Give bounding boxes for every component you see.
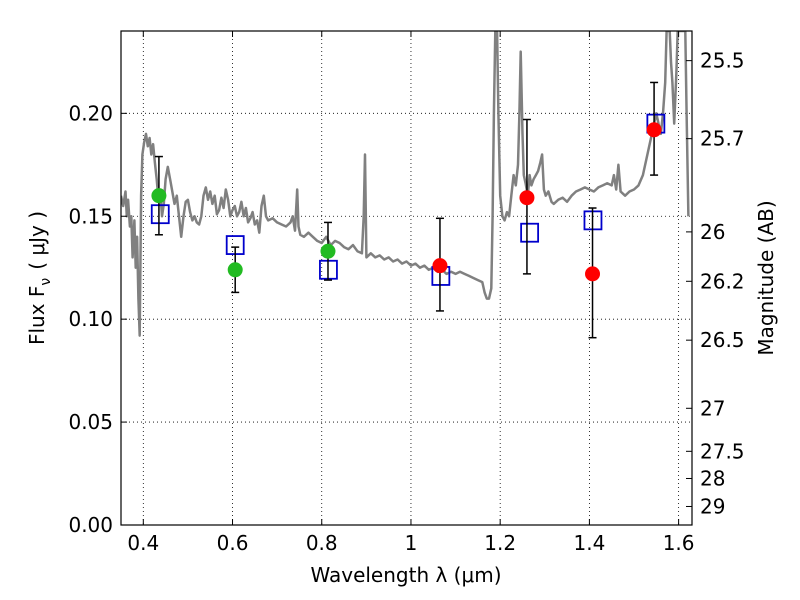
- magnitude-tick-label: 26.2: [700, 269, 745, 293]
- x-axis-label: Wavelength λ (μm): [310, 563, 501, 587]
- magnitude-tick-label: 29: [700, 494, 725, 518]
- x-tick-label: 1: [405, 531, 418, 555]
- magnitude-tick-label: 25.7: [700, 127, 745, 151]
- x-tick-label: 0.8: [306, 531, 338, 555]
- magnitude-tick-label: 26: [700, 220, 725, 244]
- model-flux-square: [520, 222, 540, 243]
- plot-frame: [120, 30, 693, 526]
- magnitude-tick-label: 27.5: [700, 439, 745, 463]
- axes-ticks: 0.4 0.6 0.8 1 1.2 1.4 1.6 0.00 0.05 0.10 0.15 0.20 2…: [68, 31, 745, 555]
- y-axis-label: Flux Fν ( μJy ): [25, 211, 54, 345]
- observed-flux-point: [585, 266, 601, 282]
- x-tick-label: 0.4: [127, 531, 159, 555]
- observed-flux-point: [151, 188, 167, 204]
- y-tick-label: 0.15: [68, 204, 113, 228]
- y-tick-label: 0.10: [68, 307, 113, 331]
- magnitude-tick-label: 26.5: [700, 328, 745, 352]
- model-sed-line: [121, 31, 690, 337]
- observed-flux-point: [519, 190, 535, 206]
- observed-flux-point: [432, 258, 448, 274]
- x-tick-label: 1.2: [484, 531, 516, 555]
- magnitude-tick-label: 27: [700, 396, 725, 420]
- x-tick-label: 1.4: [573, 531, 605, 555]
- x-tick-label: 1.6: [663, 531, 695, 555]
- observed-flux-point: [320, 243, 336, 259]
- model-flux-square: [150, 204, 170, 225]
- y-tick-label: 0.05: [68, 410, 113, 434]
- y-axis-label-main: Flux F: [25, 286, 49, 345]
- magnitude-tick-label: 28: [700, 466, 725, 490]
- magnitude-tick-label: 25.5: [700, 49, 745, 73]
- y-tick-label: 0.20: [68, 101, 113, 125]
- observed-flux-point: [227, 262, 243, 278]
- plot-area: [121, 31, 690, 339]
- observed-flux-point: [646, 122, 662, 138]
- y-axis-label-subscript: ν: [38, 278, 54, 286]
- y-axis-label-unit: ( μJy ): [25, 211, 49, 270]
- y-tick-label: 0.00: [68, 513, 113, 537]
- x-tick-label: 0.6: [217, 531, 249, 555]
- y2-axis-label: Magnitude (AB): [754, 200, 778, 355]
